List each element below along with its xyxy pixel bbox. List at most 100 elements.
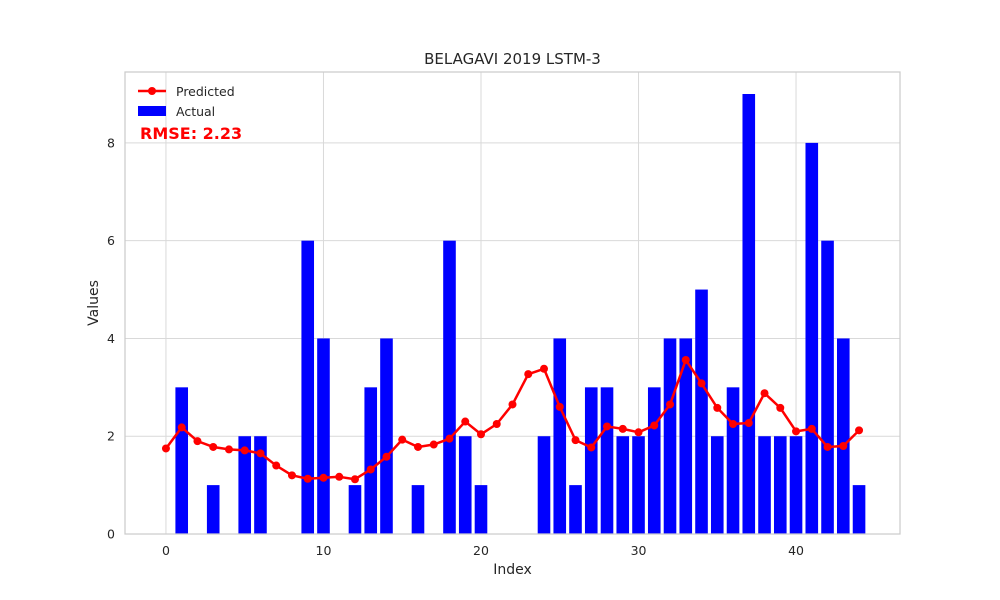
tick-labels: 0 10 20 30 40 0 2 4 6 8 [107,135,804,558]
predicted-point [335,472,344,481]
actual-bar [254,436,267,534]
y-tick-label: 0 [107,527,115,542]
predicted-point [461,417,470,426]
predicted-point [272,461,281,470]
predicted-point [256,449,265,458]
predicted-line-layer [161,355,864,484]
predicted-point [319,473,328,482]
actual-bar [364,387,378,534]
actual-bar [600,387,614,534]
predicted-point [224,445,233,454]
actual-bar [758,436,771,534]
predicted-point [571,436,580,445]
x-axis-label: Index [493,562,532,578]
predicted-point [287,471,296,480]
actual-bar [805,142,819,534]
actual-bar [238,436,252,534]
actual-bar [821,240,834,534]
predicted-point [508,400,517,409]
predicted-point [445,434,454,443]
predicted-point [382,452,391,461]
predicted-point [193,437,202,446]
actual-bar [411,485,425,534]
predicted-point [634,428,643,437]
predicted-point [429,440,438,449]
actual-bar [443,240,456,534]
actual-bar [789,436,803,534]
predicted-point [807,424,816,433]
legend-predicted-marker [148,87,156,95]
actual-bar [301,240,315,534]
predicted-point [744,419,753,428]
predicted-point [209,442,218,451]
predicted-point [540,364,549,373]
predicted-point [713,403,722,412]
x-tick-label: 10 [316,543,332,558]
actual-bar [348,485,362,534]
actual-bar [206,485,220,534]
predicted-point [823,442,832,451]
predicted-point [161,444,170,453]
legend-actual-label: Actual [176,104,215,119]
actual-bar [458,436,472,534]
actual-bar [380,338,393,534]
predicted-point [555,402,564,411]
actual-bar [679,338,693,534]
predicted-point [792,427,801,436]
predicted-point [839,442,848,450]
predicted-point [413,442,422,451]
legend: Predicted Actual [138,84,235,119]
predicted-point [855,426,864,435]
y-tick-label: 2 [107,429,115,444]
x-tick-label: 30 [631,543,647,558]
x-tick-label: 0 [162,543,170,558]
rmse-annotation: RMSE: 2.23 [140,124,242,143]
predicted-point [492,420,501,428]
actual-bar [569,485,582,534]
predicted-point [729,420,738,428]
predicted-point [650,421,659,430]
predicted-point [303,474,312,483]
predicted-point [603,422,612,431]
actual-bar [474,485,488,534]
actual-bar [175,387,189,534]
legend-actual-swatch [138,106,166,116]
actual-bar [742,94,756,534]
predicted-point [350,475,359,484]
predicted-point [760,389,769,398]
actual-bar [632,436,645,534]
actual-bar [317,338,330,534]
y-tick-label: 6 [107,233,115,248]
predicted-point [398,435,407,444]
predicted-point [524,370,533,379]
actual-bar [710,436,724,534]
predicted-point [618,424,627,433]
actual-bar [836,338,850,534]
actual-bar [537,436,551,534]
x-tick-label: 40 [788,543,804,558]
predicted-point [697,379,706,388]
predicted-point [240,446,249,455]
legend-predicted-label: Predicted [176,84,235,99]
actual-bar [695,289,708,534]
plot-frame [124,71,901,535]
actual-bar [553,338,567,534]
predicted-point [681,355,690,364]
y-tick-label: 8 [107,135,115,150]
predicted-point [776,403,785,412]
actual-bar [852,485,866,534]
actual-bar [616,436,630,534]
predicted-point [476,430,485,439]
actual-bar [584,387,598,534]
predicted-point [587,443,596,452]
y-tick-label: 4 [107,331,115,346]
predicted-point [666,400,675,409]
x-tick-label: 20 [473,543,489,558]
actual-bar [726,387,740,534]
chart-title: BELAGAVI 2019 LSTM-3 [424,50,601,68]
actual-bar [663,338,677,534]
actual-bar [647,387,661,534]
predicted-point [177,423,186,432]
y-axis-label: Values [86,280,102,326]
